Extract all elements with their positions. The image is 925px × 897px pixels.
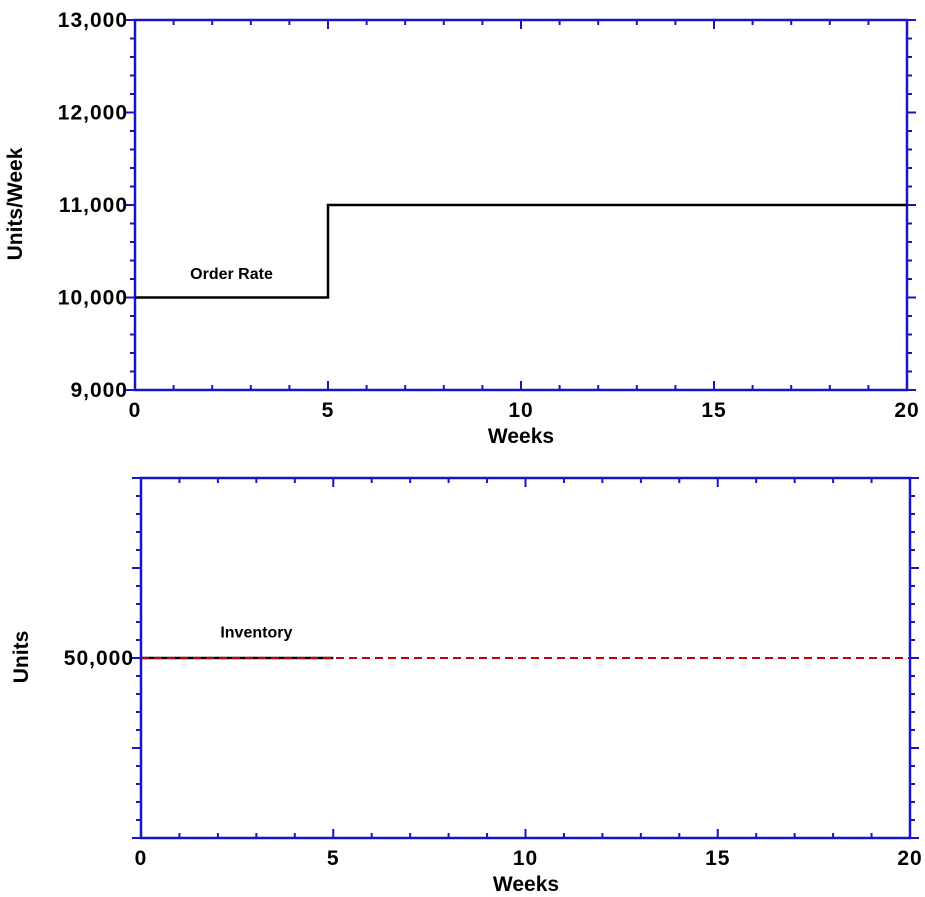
order-rate-x-axis-title: Weeks bbox=[488, 425, 554, 448]
inventory-chart: 0 5 10 15 20 50,000 Weeks Units Inventory bbox=[10, 476, 922, 896]
inventory-y-tick-label: 50,000 bbox=[64, 647, 134, 670]
order-rate-y-tick-label: 9,000 bbox=[70, 379, 128, 402]
order-rate-y-tick-label: 13,000 bbox=[58, 9, 128, 32]
order-rate-x-tick-label: 5 bbox=[322, 399, 335, 422]
order-rate-series-0-line bbox=[135, 203, 907, 299]
order-rate-y-axis-title: Units/Week bbox=[4, 147, 27, 260]
order-rate-tick-labels: 0 5 10 15 20 9,000 10,000 11,000 12,000 13,000 bbox=[58, 9, 919, 422]
order-rate-y-tick-label: 12,000 bbox=[58, 102, 128, 125]
order-rate-x-tick-label: 20 bbox=[894, 399, 919, 422]
order-rate-y-tick-label: 10,000 bbox=[58, 287, 128, 310]
inventory-x-axis-title: Weeks bbox=[493, 873, 559, 896]
order-rate-x-tick-label: 15 bbox=[701, 399, 726, 422]
inventory-tick-labels: 0 5 10 15 20 50,000 bbox=[64, 647, 922, 870]
inventory-axis-ticks bbox=[132, 477, 919, 839]
order-rate-axis-ticks bbox=[126, 19, 916, 391]
order-rate-x-tick-label: 0 bbox=[129, 399, 142, 422]
order-rate-y-tick-label: 11,000 bbox=[59, 194, 128, 217]
inventory-x-tick-label: 5 bbox=[327, 847, 340, 870]
inventory-annotation: Inventory bbox=[220, 624, 292, 641]
order-rate-series-group bbox=[135, 203, 907, 299]
order-rate-annotation: Order Rate bbox=[190, 266, 273, 283]
order-rate-chart: 0 5 10 15 20 9,000 10,000 11,000 12,000 13,000 We… bbox=[4, 9, 919, 448]
inventory-x-tick-label: 15 bbox=[705, 847, 730, 870]
inventory-x-tick-label: 20 bbox=[897, 847, 922, 870]
inventory-x-tick-label: 0 bbox=[135, 847, 148, 870]
order-rate-x-tick-label: 10 bbox=[508, 399, 533, 422]
inventory-y-axis-title: Units bbox=[10, 631, 33, 684]
inventory-x-tick-label: 10 bbox=[513, 847, 538, 870]
